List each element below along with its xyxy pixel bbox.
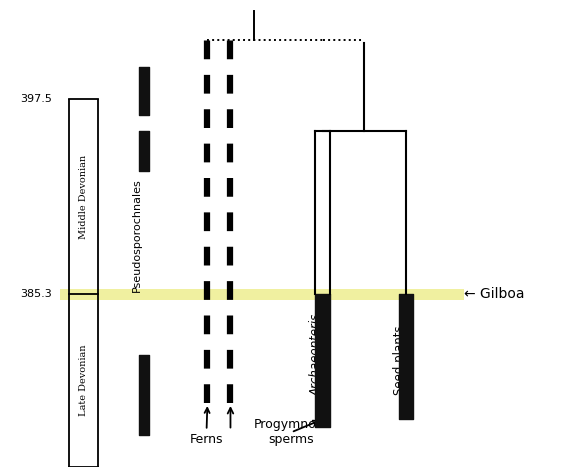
Text: 385.3: 385.3 xyxy=(20,289,52,299)
Text: Seed plants: Seed plants xyxy=(393,325,406,395)
Text: 397.5: 397.5 xyxy=(20,94,52,104)
Text: Ferns: Ferns xyxy=(190,408,223,446)
Text: Archaeopteris: Archaeopteris xyxy=(309,314,322,396)
Text: Progymnos-
sperms: Progymnos- sperms xyxy=(254,418,328,446)
Text: Late Devonian: Late Devonian xyxy=(79,345,88,416)
Bar xyxy=(61,289,464,300)
Text: ← Gilboa: ← Gilboa xyxy=(464,287,524,301)
Text: Middle Devonian: Middle Devonian xyxy=(79,155,88,239)
Text: Pseudosporochnales: Pseudosporochnales xyxy=(132,178,142,292)
